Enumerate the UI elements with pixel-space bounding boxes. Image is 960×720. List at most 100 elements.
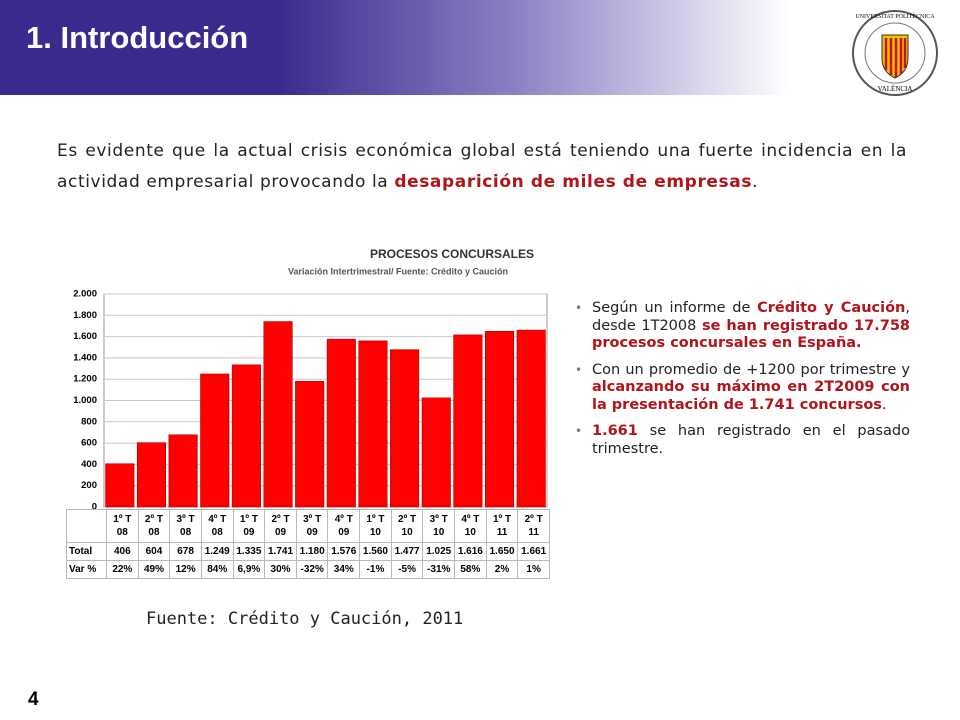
y-tick-label: 1.400: [73, 352, 97, 363]
y-tick-label: 0: [92, 502, 97, 513]
bullet: 1.661 se han registrado en el pasado tri…: [575, 423, 910, 458]
value-label: 406: [106, 542, 139, 561]
text: .: [881, 396, 887, 413]
x-tick-label: 4º T 08: [200, 509, 234, 543]
var-label: 22%: [106, 560, 139, 579]
text: , desde 1T2008: [592, 300, 910, 334]
slide-title: 1. Introducción: [26, 20, 249, 55]
bar: [326, 338, 356, 508]
text: .: [752, 172, 759, 192]
var-label: 58%: [454, 560, 487, 579]
y-tick-label: 1.000: [73, 395, 97, 406]
emphasis-text: 1.661: [592, 423, 638, 439]
value-label: 678: [169, 542, 202, 561]
y-tick-label: 1.600: [73, 331, 97, 342]
bar: [358, 340, 388, 508]
x-tick-label: 3º T 10: [422, 509, 456, 543]
var-label: 84%: [200, 560, 234, 579]
page-number: 4: [28, 689, 39, 710]
x-tick-label: 2º T 08: [137, 509, 171, 543]
chart-subtitle: Variación Intertrimestral/ Fuente: Crédi…: [288, 266, 508, 276]
y-tick-label: 1.800: [73, 310, 97, 321]
y-tick-label: 800: [81, 416, 97, 427]
bar: [390, 349, 420, 508]
bar: [484, 330, 515, 508]
bar: [136, 442, 167, 508]
var-label: 30%: [264, 560, 297, 579]
value-label: 1.335: [232, 542, 266, 561]
x-tick-label: 1º T 10: [359, 509, 392, 543]
bullet: Con un promedio de +1200 por trimestre y…: [575, 362, 910, 415]
value-label: 604: [137, 542, 171, 561]
logo: UNIVERSITAT POLITÈCNICA VALÈNCIA: [852, 10, 938, 96]
x-tick-label: 4º T 10: [454, 509, 487, 543]
bar: [168, 434, 198, 508]
y-tick-label: 200: [81, 480, 97, 491]
y-tick-label: 600: [81, 438, 97, 449]
emphasis-text: se han registrado 17.758 procesos concur…: [592, 317, 910, 352]
var-label: 1%: [517, 560, 550, 579]
x-tick-label: 1º T 09: [232, 509, 266, 543]
y-tick-label: 2.000: [73, 289, 97, 300]
value-label: 1.650: [485, 542, 519, 561]
bar: [421, 397, 451, 508]
var-label: 49%: [137, 560, 171, 579]
logo-text: UNIVERSITAT POLITÈCNICA: [855, 12, 935, 20]
chart-title: PROCESOS CONCURSALES: [370, 247, 534, 261]
bar: [295, 381, 325, 508]
header-band: [0, 0, 790, 95]
bullet: Según un informe de Crédito y Caución, d…: [575, 300, 910, 353]
emphasis-text: desaparición de miles de empresas: [394, 172, 753, 192]
bar: [516, 329, 546, 508]
bar: [200, 373, 230, 508]
logo-stripes: [884, 38, 907, 77]
x-tick-label: 3º T 08: [169, 509, 202, 543]
var-row: Var % 22% 49% 12% 84% 6,9% 30% -32% 34% -1% -5% -31…: [66, 560, 550, 579]
value-label: 1.741: [264, 542, 297, 561]
var-label: -32%: [295, 560, 329, 579]
value-label: 1.616: [454, 542, 487, 561]
var-label: -31%: [422, 560, 456, 579]
var-label: -5%: [390, 560, 424, 579]
total-row: Total 406 604 678 1.249 1.335 1.741 1.180 1.576 1…: [66, 542, 550, 561]
value-label: 1.180: [295, 542, 329, 561]
value-label: 1.025: [422, 542, 456, 561]
chart-table: 1º T 08 2º T 08 3º T 08 4º T 08 1º T 09 2º T …: [66, 509, 550, 579]
y-tick-label: 1.200: [73, 374, 97, 385]
value-label: 1.661: [517, 542, 550, 561]
row-label: Total: [66, 542, 107, 561]
value-label: 1.576: [327, 542, 361, 561]
text: se han registrado en el pasado trimestre…: [592, 423, 910, 457]
y-tick-label: 400: [81, 459, 97, 470]
bar: [105, 463, 135, 508]
x-tick-label: 2º T 11: [517, 509, 550, 543]
x-tick-label: 2º T 10: [390, 509, 424, 543]
category-row: 1º T 08 2º T 08 3º T 08 4º T 08 1º T 09 2º T …: [66, 509, 550, 543]
text: Con un promedio de +1200 por trimestre y: [592, 361, 910, 378]
text: Según un informe de: [592, 300, 758, 316]
bar: [453, 334, 483, 508]
value-label: 1.560: [359, 542, 392, 561]
row-label: Var %: [66, 560, 107, 579]
var-label: 34%: [327, 560, 361, 579]
logo-text: VALÈNCIA: [878, 85, 913, 93]
bar: [263, 321, 293, 508]
value-label: 1.477: [390, 542, 424, 561]
x-tick-label: 2º T 09: [264, 509, 297, 543]
table-corner: [66, 509, 107, 543]
emphasis-text: Crédito y Caución: [757, 300, 906, 316]
x-tick-label: 3º T 09: [295, 509, 329, 543]
bullet-list: Según un informe de Crédito y Caución, d…: [575, 300, 910, 467]
emphasis-text: alcanzando su máximo en 2T2009 con la pr…: [592, 379, 910, 413]
value-label: 1.249: [200, 542, 234, 561]
var-label: 12%: [169, 560, 202, 579]
intro-paragraph: Es evidente que la actual crisis económi…: [57, 136, 907, 198]
source: Fuente: Crédito y Caución, 2011: [146, 609, 464, 629]
logo-inner: [864, 22, 926, 84]
x-tick-label: 1º T 08: [106, 509, 139, 543]
var-label: -1%: [359, 560, 392, 579]
var-label: 2%: [485, 560, 519, 579]
var-label: 6,9%: [232, 560, 266, 579]
x-tick-label: 1º T 11: [485, 509, 519, 543]
